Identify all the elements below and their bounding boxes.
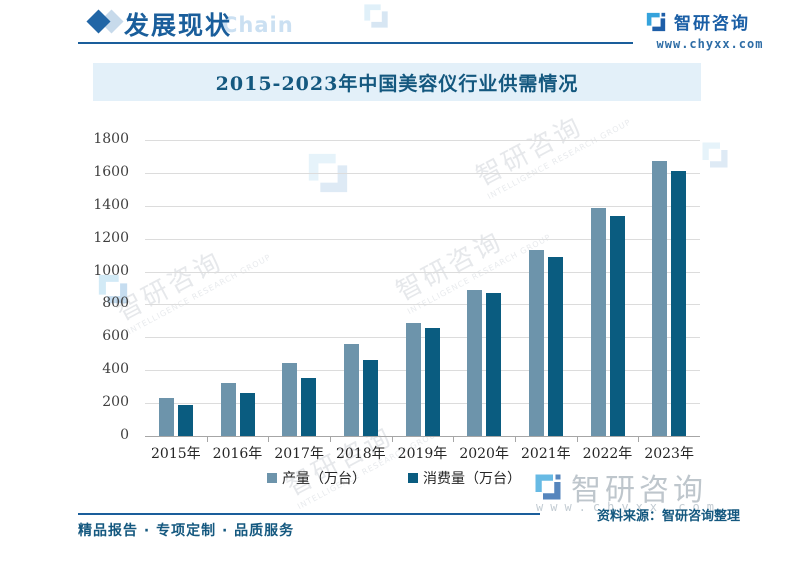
gridline [145, 140, 700, 141]
gridline [145, 205, 700, 207]
chart-legend: 产量（万台） 消费量（万台） [88, 468, 700, 488]
x-axis-tick [576, 437, 578, 442]
y-axis-tick-label: 800 [102, 295, 129, 312]
footer-divider [78, 513, 540, 515]
bar-consumption [486, 292, 502, 436]
x-axis-tick-label: 2020年 [459, 446, 509, 462]
gridline [145, 370, 700, 372]
header-divider [78, 42, 633, 44]
brand-name: 智研咨询 [674, 14, 750, 34]
section-title: 发展现状 [124, 11, 233, 40]
watermark-logo-icon [535, 474, 561, 500]
x-axis-tick [330, 437, 331, 442]
x-axis-tick-label: 2017年 [274, 446, 324, 462]
x-axis-tick [638, 437, 640, 442]
legend-swatch [267, 473, 277, 483]
watermark-logo-icon [702, 142, 728, 168]
brand-url[interactable]: www.chyxx.com [656, 37, 764, 51]
x-axis-tick [268, 437, 270, 442]
x-axis-tick [515, 437, 516, 442]
bar-consumption [301, 378, 317, 436]
legend-label: 消费量（万台） [423, 471, 521, 487]
x-axis-tick-label: 2023年 [644, 446, 694, 462]
gridline [145, 172, 700, 174]
y-axis-tick-label: 200 [102, 394, 129, 411]
bar-consumption [177, 404, 193, 436]
legend-item: 产量（万台） [267, 468, 366, 488]
watermark-logo-icon [364, 4, 388, 28]
bar-production [590, 208, 606, 436]
y-axis-tick-label: 1400 [93, 196, 129, 213]
chart-title-banner: 2015-2023年中国美容仪行业供需情况 [93, 63, 701, 101]
gridline [145, 337, 700, 339]
bar-production [282, 362, 298, 436]
x-axis-tick-label: 2018年 [336, 446, 386, 462]
bottom-watermark: 智研咨询 [533, 465, 707, 509]
y-axis-labels: 0 200 400 600 800 1000 1200 1400 1600 1800 [80, 131, 137, 443]
bar-consumption [671, 171, 687, 436]
bar-production [343, 343, 359, 436]
x-axis-tick [391, 437, 393, 442]
bar-production [528, 250, 544, 436]
gridline [145, 271, 700, 273]
plot-area [145, 140, 700, 442]
x-axis-tick-label: 2016年 [212, 446, 263, 462]
x-axis-labels: 2015年 2016年 2017年 2018年 2019年 2020年 2021年 2022年… [145, 443, 700, 462]
x-axis-tick-label: 2022年 [582, 446, 633, 462]
bar-consumption [547, 256, 563, 436]
watermark-brand-text: 智研咨询 [571, 473, 707, 508]
legend-item: 消费量（万台） [408, 468, 521, 488]
x-axis-tick-label: 2021年 [521, 446, 571, 462]
bar-production [652, 161, 668, 436]
legend-swatch [408, 473, 418, 483]
chart-title: 2015-2023年中国美容仪行业供需情况 [215, 72, 579, 95]
x-axis-tick-label: 2015年 [151, 446, 201, 462]
legend-label: 产量（万台） [282, 471, 366, 487]
y-axis-tick-label: 0 [120, 427, 129, 443]
y-axis-tick-label: 1800 [93, 131, 129, 147]
y-axis-tick-label: 600 [102, 328, 129, 345]
data-source-text: 资料来源：智研咨询整理 [596, 509, 740, 524]
watermark-url: www.chyxx.com [536, 500, 721, 514]
bar-production [405, 323, 421, 436]
y-axis-tick-label: 1000 [93, 262, 129, 279]
y-axis-tick-label: 1200 [93, 229, 129, 246]
bar-production [220, 382, 236, 436]
bar-production [158, 398, 174, 436]
gridline [145, 304, 700, 306]
gridline [145, 403, 700, 405]
bar-consumption [609, 216, 625, 436]
y-axis-tick-label: 1600 [93, 163, 129, 180]
y-axis-tick-label: 400 [102, 361, 129, 378]
bar-consumption [239, 393, 255, 436]
x-axis-tick [206, 437, 208, 442]
bar-consumption [424, 328, 440, 436]
services-text: 精品报告 · 专项定制 · 品质服务 [78, 523, 295, 539]
gridline [145, 238, 700, 240]
brand-logo: 智研咨询 [645, 9, 750, 34]
x-axis-tick [453, 437, 455, 442]
brand-logo-icon [646, 12, 666, 31]
x-axis-tick-label: 2019年 [397, 446, 448, 462]
bar-consumption [362, 359, 378, 436]
bar-production [467, 289, 483, 436]
section-subtitle-watermark: Chain [222, 13, 294, 37]
